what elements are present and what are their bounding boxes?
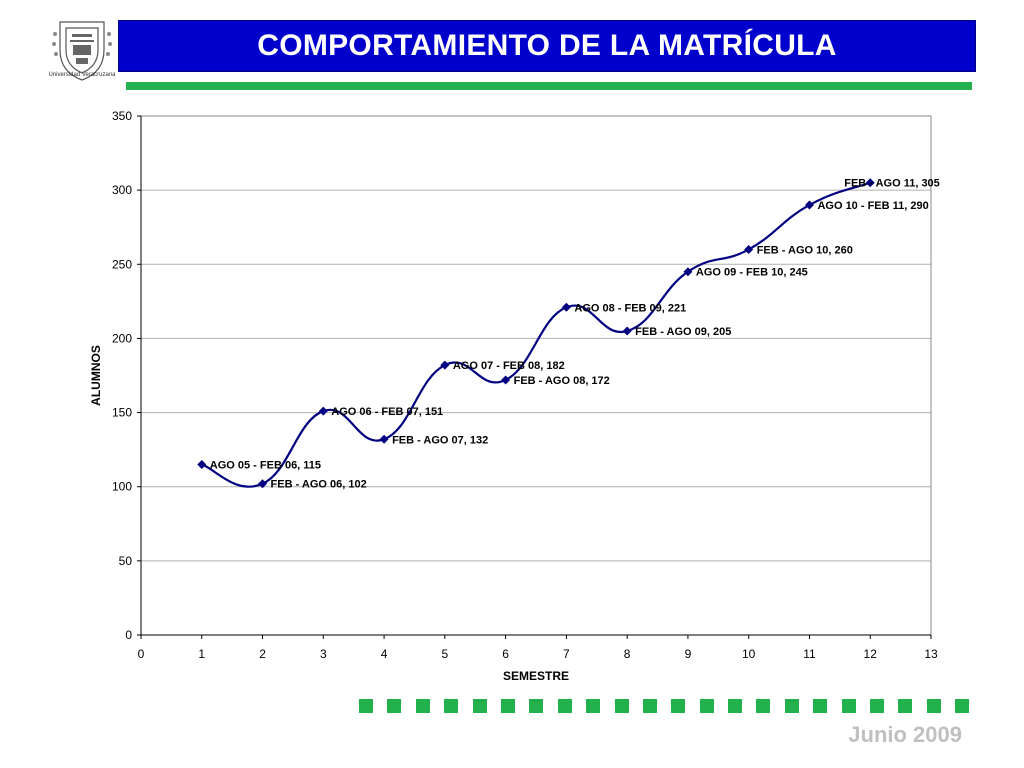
x-tick-label: 4 — [381, 647, 388, 661]
data-label: FEB - AGO 09, 205 — [635, 326, 731, 338]
decorative-square — [784, 699, 799, 713]
y-tick-label: 0 — [125, 628, 132, 642]
data-label: AGO 07 - FEB 08, 182 — [453, 360, 565, 372]
y-tick-label: 250 — [112, 257, 132, 271]
decorative-square — [472, 699, 487, 713]
decorative-square — [529, 699, 544, 713]
data-point — [440, 360, 450, 370]
data-point — [501, 375, 511, 385]
decorative-square — [870, 699, 885, 713]
y-tick-label: 300 — [112, 183, 132, 197]
header-divider — [126, 82, 972, 90]
x-axis-title: SEMESTRE — [503, 669, 569, 683]
logo-caption: Universidad Veracruzana — [48, 72, 116, 78]
data-point — [318, 406, 328, 416]
data-point — [622, 326, 632, 336]
data-label: FEB - AGO 11, 305 — [844, 178, 940, 190]
decorative-square — [500, 699, 515, 713]
x-tick-label: 8 — [624, 647, 631, 661]
decorative-square — [841, 699, 856, 713]
decorative-square — [955, 699, 970, 713]
data-point — [683, 267, 693, 277]
decorative-square — [756, 699, 771, 713]
decorative-squares — [359, 699, 970, 713]
decorative-square — [926, 699, 941, 713]
decorative-square — [557, 699, 572, 713]
y-tick-label: 100 — [112, 480, 132, 494]
data-label: AGO 05 - FEB 06, 115 — [210, 459, 321, 471]
x-tick-label: 2 — [259, 647, 266, 661]
y-tick-label: 350 — [112, 109, 132, 123]
x-tick-label: 9 — [685, 647, 692, 661]
decorative-square — [387, 699, 402, 713]
data-point — [744, 244, 754, 254]
data-label: AGO 08 - FEB 09, 221 — [574, 302, 686, 314]
decorative-square — [586, 699, 601, 713]
decorative-square — [359, 699, 373, 713]
x-tick-label: 3 — [320, 647, 327, 661]
decorative-square — [699, 699, 714, 713]
x-tick-label: 11 — [803, 647, 816, 661]
footer-date: Junio 2009 — [848, 722, 962, 747]
data-label: FEB - AGO 10, 260 — [757, 244, 853, 256]
decorative-square — [728, 699, 743, 713]
x-tick-label: 5 — [442, 647, 449, 661]
series-line — [201, 181, 871, 488]
data-point — [804, 200, 814, 210]
data-point — [379, 434, 389, 444]
x-tick-label: 6 — [502, 647, 509, 661]
decorative-square — [642, 699, 657, 713]
data-label: AGO 10 - FEB 11, 290 — [817, 200, 928, 212]
y-tick-label: 200 — [112, 331, 132, 345]
decorative-square — [898, 699, 913, 713]
data-point — [865, 178, 875, 188]
x-tick-label: 13 — [924, 647, 938, 661]
x-tick-label: 12 — [864, 647, 878, 661]
decorative-square — [444, 699, 459, 713]
page-title: COMPORTAMIENTO DE LA MATRÍCULA — [257, 29, 837, 62]
data-point — [561, 302, 571, 312]
data-point — [258, 479, 268, 489]
x-tick-label: 7 — [563, 647, 570, 661]
data-label: AGO 06 - FEB 07, 151 — [331, 406, 443, 418]
data-label: FEB - AGO 06, 102 — [271, 479, 367, 491]
x-tick-label: 10 — [742, 647, 756, 661]
y-tick-label: 150 — [112, 406, 132, 420]
y-tick-label: 50 — [119, 554, 133, 568]
university-logo — [52, 21, 112, 81]
decorative-square — [671, 699, 686, 713]
data-label: FEB - AGO 08, 172 — [514, 375, 610, 387]
decorative-square — [813, 699, 828, 713]
y-axis-title: ALUMNOS — [89, 345, 103, 406]
decorative-square — [614, 699, 629, 713]
decorative-square — [415, 699, 430, 713]
data-label: AGO 09 - FEB 10, 245 — [696, 267, 808, 279]
data-point — [197, 459, 207, 469]
x-tick-label: 1 — [198, 647, 205, 661]
data-label: FEB - AGO 07, 132 — [392, 434, 488, 446]
title-bar: COMPORTAMIENTO DE LA MATRÍCULA — [118, 20, 976, 72]
x-tick-label: 0 — [138, 647, 145, 661]
